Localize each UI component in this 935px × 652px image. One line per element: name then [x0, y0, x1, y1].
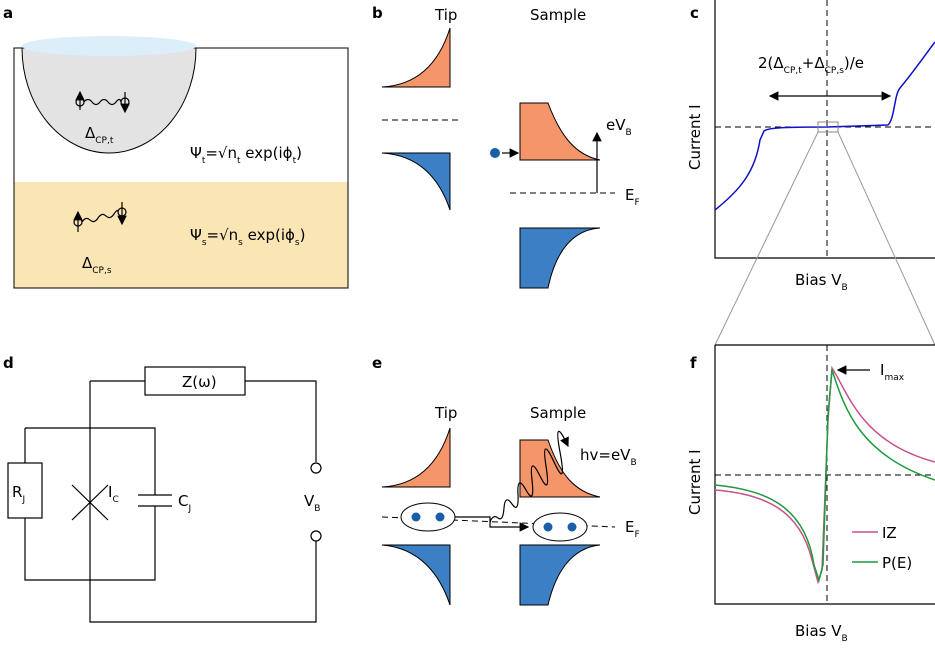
rich-label: RJ	[12, 483, 25, 505]
subscript: B	[842, 283, 848, 293]
shape-circle	[544, 523, 553, 532]
shape-path	[25, 428, 172, 580]
subscript: max	[884, 373, 904, 383]
shape-line	[838, 132, 935, 345]
figure: a ΔCP,t Ψt=√nt exp(iϕt) ΔCP,s Ψs=√ns exp…	[0, 0, 935, 647]
text-segment: R	[12, 483, 22, 501]
label: P(E)	[882, 554, 912, 572]
shape-line	[715, 132, 818, 345]
text-segment: +Δ	[802, 54, 826, 72]
text-segment: exp(iϕ	[243, 226, 295, 244]
text-segment: E	[625, 186, 634, 204]
shape-path	[715, 0, 935, 258]
label: c	[690, 4, 699, 22]
subscript: B	[626, 128, 632, 138]
subscript: B	[630, 458, 636, 468]
rich-label: IC	[108, 483, 119, 505]
subscript: C	[112, 495, 118, 505]
shape-path	[382, 545, 450, 605]
text-segment: Ψ	[190, 226, 202, 244]
subscript: B	[314, 504, 320, 514]
shape-path	[90, 381, 316, 622]
label: a	[3, 4, 13, 22]
rich-label: Bias VB	[795, 622, 848, 644]
text-segment: Bias V	[795, 271, 842, 289]
shape-path	[382, 153, 450, 210]
rich-label: Imax	[880, 361, 905, 383]
label: Tip	[434, 404, 457, 422]
text-segment: C	[178, 492, 188, 510]
rich-label: hv=eVB	[580, 446, 637, 468]
text-segment: 2(Δ	[758, 54, 784, 72]
shape-path	[382, 428, 450, 487]
subscript: CP,s	[825, 66, 845, 76]
rich-label: CJ	[178, 492, 191, 514]
page: a ΔCP,t Ψt=√nt exp(iϕt) ΔCP,s Ψs=√ns exp…	[0, 0, 935, 652]
rich-label: EF	[625, 186, 640, 208]
label: b	[372, 4, 383, 22]
shape-circle	[412, 513, 421, 522]
label: Current I	[686, 104, 704, 170]
label: f	[690, 354, 697, 372]
label: e	[372, 354, 382, 372]
text-segment: )	[300, 226, 306, 244]
shape-path	[520, 103, 600, 160]
shape-path	[520, 228, 600, 288]
text-segment: hv=eV	[580, 446, 631, 464]
label: IZ	[882, 524, 897, 542]
text-segment: )	[296, 144, 302, 162]
rich-label: VB	[304, 492, 320, 514]
subscript: F	[634, 530, 639, 540]
subscript: F	[634, 198, 639, 208]
rich-label: 2(ΔCP,t+ΔCP,s)/e	[758, 54, 864, 76]
text-segment: eV	[606, 116, 626, 134]
rich-label: EF	[625, 518, 640, 540]
rich-label: Bias VB	[795, 271, 848, 293]
label: Sample	[530, 6, 586, 24]
shape-ellipse	[22, 36, 196, 56]
label: d	[3, 354, 14, 372]
shape-g	[8, 367, 321, 622]
text-segment: Bias V	[795, 622, 842, 640]
shape-circle	[311, 531, 321, 541]
text-segment: =√n	[207, 226, 239, 244]
shape-path	[520, 545, 600, 605]
shape-circle	[568, 523, 577, 532]
subscript: CP,t	[95, 136, 114, 146]
text-segment: )/e	[844, 54, 864, 72]
subscript: J	[187, 504, 191, 514]
label: Z(ω)	[182, 373, 217, 391]
subscript: B	[842, 634, 848, 644]
shape-rect	[14, 182, 348, 288]
label: Sample	[530, 404, 586, 422]
label: Current I	[686, 449, 704, 515]
rich-label: Ψt=√nt exp(iϕt)	[190, 144, 302, 166]
subscript: CP,s	[92, 266, 112, 276]
subscript: J	[21, 495, 25, 505]
shape-circle	[311, 463, 321, 473]
rich-label: eVB	[606, 116, 632, 138]
shape-ellipse	[533, 513, 587, 541]
text-segment: E	[625, 518, 634, 536]
shape-circle	[490, 148, 500, 158]
label: Tip	[434, 6, 457, 24]
text-segment: =√n	[205, 144, 237, 162]
text-segment: exp(iϕ	[241, 144, 293, 162]
shape-path	[382, 28, 450, 87]
subscript: CP,t	[784, 66, 803, 76]
shape-path	[90, 381, 316, 462]
shape-ellipse	[401, 503, 455, 531]
text-segment: Ψ	[190, 144, 202, 162]
shape-circle	[436, 513, 445, 522]
